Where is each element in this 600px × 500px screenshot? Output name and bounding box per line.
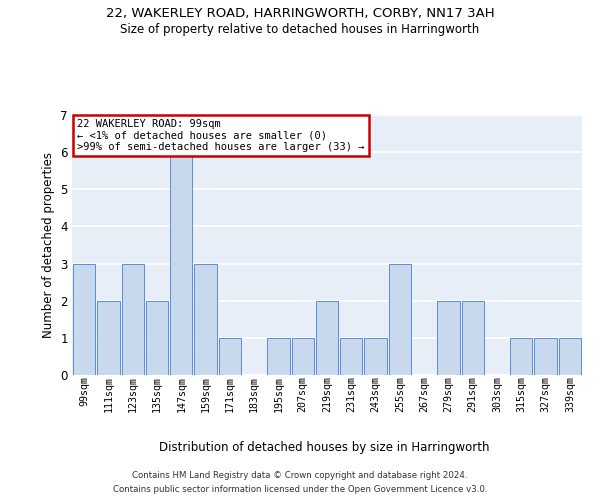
Text: 22, WAKERLEY ROAD, HARRINGWORTH, CORBY, NN17 3AH: 22, WAKERLEY ROAD, HARRINGWORTH, CORBY, …: [106, 8, 494, 20]
Y-axis label: Number of detached properties: Number of detached properties: [42, 152, 55, 338]
Text: Size of property relative to detached houses in Harringworth: Size of property relative to detached ho…: [121, 22, 479, 36]
Bar: [316, 300, 338, 375]
Bar: [340, 338, 362, 375]
Bar: [559, 338, 581, 375]
Text: Distribution of detached houses by size in Harringworth: Distribution of detached houses by size …: [159, 441, 489, 454]
Bar: [292, 338, 314, 375]
Text: Contains public sector information licensed under the Open Government Licence v3: Contains public sector information licen…: [113, 484, 487, 494]
Bar: [73, 264, 95, 375]
Bar: [510, 338, 532, 375]
Text: Contains HM Land Registry data © Crown copyright and database right 2024.: Contains HM Land Registry data © Crown c…: [132, 472, 468, 480]
Bar: [97, 300, 119, 375]
Bar: [364, 338, 387, 375]
Bar: [389, 264, 411, 375]
Text: 22 WAKERLEY ROAD: 99sqm
← <1% of detached houses are smaller (0)
>99% of semi-de: 22 WAKERLEY ROAD: 99sqm ← <1% of detache…: [77, 119, 365, 152]
Bar: [535, 338, 557, 375]
Bar: [218, 338, 241, 375]
Bar: [122, 264, 144, 375]
Bar: [194, 264, 217, 375]
Bar: [170, 152, 193, 375]
Bar: [267, 338, 290, 375]
Bar: [461, 300, 484, 375]
Bar: [146, 300, 168, 375]
Bar: [437, 300, 460, 375]
